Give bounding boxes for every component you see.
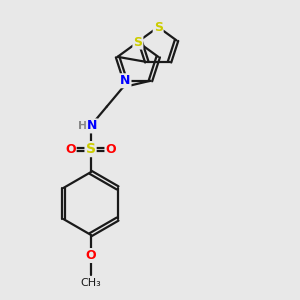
Text: O: O [65, 142, 76, 156]
Text: N: N [120, 74, 130, 87]
Text: S: S [85, 142, 96, 156]
Text: CH₃: CH₃ [80, 278, 101, 288]
Text: S: S [154, 20, 163, 34]
Text: N: N [87, 119, 97, 132]
Text: O: O [106, 142, 116, 156]
Text: O: O [85, 249, 96, 262]
Text: S: S [134, 35, 142, 49]
Text: H: H [78, 121, 87, 131]
